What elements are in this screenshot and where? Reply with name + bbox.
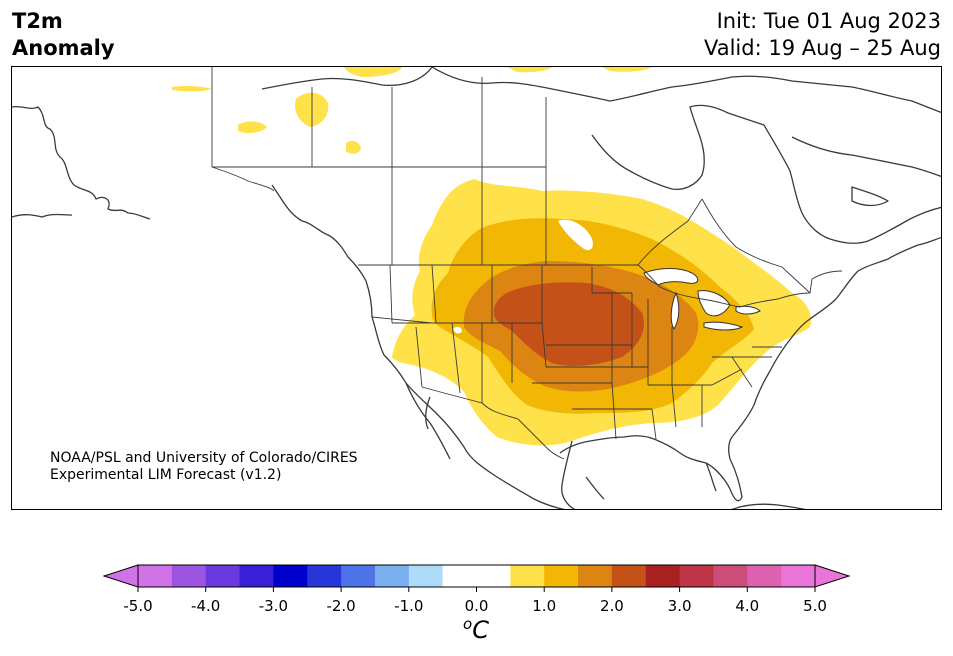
colorbar-segment (138, 565, 173, 587)
anomaly-region-0-5 (507, 67, 552, 73)
colorbar-segment (442, 565, 477, 587)
florida-coastline (705, 436, 743, 502)
colorbar-segment (611, 565, 647, 587)
baja-coastline (405, 382, 451, 460)
colorbar-ticks: -5.0 -4.0 -3.0 -2.0 -1.0 0.0 1.0 2.0 3.0 4.0 5.0 (123, 587, 827, 615)
colorbar-under-arrow (102, 564, 139, 588)
province-borders (212, 77, 811, 294)
below-threshold-spot (558, 219, 593, 251)
anomaly-map (12, 67, 941, 509)
forecast-dates: Init: Tue 01 Aug 2023 Valid: 19 Aug – 25… (704, 8, 941, 62)
colorbar-tick-label: 3.0 (668, 597, 692, 615)
colorbar-tick-label: -5.0 (123, 597, 152, 615)
colorbar-tick-label: 2.0 (600, 597, 624, 615)
alaska-canada-border (211, 67, 275, 192)
below-threshold-spot (453, 326, 462, 334)
colorbar-tick-label: 1.0 (532, 597, 556, 615)
colorbar-segment (171, 565, 207, 587)
colorbar-segment (476, 565, 511, 587)
colorbar-segment (408, 565, 444, 587)
colorbar-segment (205, 565, 241, 587)
colorbar-segment (374, 565, 410, 587)
anomaly-region-0-5 (344, 67, 402, 77)
arctic-coastline (261, 67, 941, 177)
map-title: T2m Anomaly (12, 8, 115, 62)
colorbar-tick-label: 5.0 (803, 597, 827, 615)
colorbar-segment (578, 565, 613, 587)
anomaly-region-0-5 (602, 67, 652, 72)
colorbar-segment (307, 565, 342, 587)
pacific-coastline (12, 105, 566, 509)
colorbar-tick-label: -2.0 (326, 597, 355, 615)
us-mexico-border (421, 386, 565, 460)
colorbar-segment (510, 565, 545, 587)
colorbar-segment (679, 565, 714, 587)
title-variable-line1: T2m (12, 9, 63, 33)
colorbar-segments (138, 565, 816, 587)
anomaly-region-0-5 (172, 85, 212, 92)
labrador-coastline (763, 124, 941, 244)
hudson-bay-coastline (591, 104, 765, 191)
colorbar-segment (747, 565, 782, 587)
valid-date: Valid: 19 Aug – 25 Aug (703, 36, 941, 60)
colorbar-tick-label: 0.0 (465, 597, 489, 615)
anomaly-region-0-5 (346, 141, 361, 154)
map-panel: NOAA/PSL and University of Colorado/CIRE… (11, 66, 942, 510)
credit-text: NOAA/PSL and University of Colorado/CIRE… (50, 450, 358, 484)
anomaly-region-0-5 (238, 121, 267, 134)
state-borders (371, 264, 782, 440)
colorbar-over-arrow (814, 564, 851, 588)
title-variable-line2: Anomaly (12, 36, 115, 60)
colorbar-tick-label: -1.0 (394, 597, 423, 615)
colorbar-segment (239, 565, 274, 587)
colorbar-segment (713, 565, 748, 587)
colorbar-segment (781, 565, 816, 587)
colorbar-tick-label: -4.0 (191, 597, 220, 615)
atlantic-coastline (731, 236, 941, 438)
coastlines (12, 67, 941, 509)
credit-line2: Experimental LIM Forecast (v1.2) (50, 467, 282, 483)
colorbar-unit-label: oC (463, 615, 489, 644)
political-borders (211, 67, 843, 460)
init-date: Init: Tue 01 Aug 2023 (716, 9, 941, 33)
colorbar-segment (645, 565, 681, 587)
colorbar-segment (341, 565, 376, 587)
colorbar-tick-label: 4.0 (735, 597, 759, 615)
colorbar-segment (273, 565, 308, 587)
cuba-coastline (731, 503, 807, 509)
colorbar-segment (544, 565, 579, 587)
colorbar-tick-label: -3.0 (259, 597, 288, 615)
credit-line1: NOAA/PSL and University of Colorado/CIRE… (50, 450, 358, 466)
